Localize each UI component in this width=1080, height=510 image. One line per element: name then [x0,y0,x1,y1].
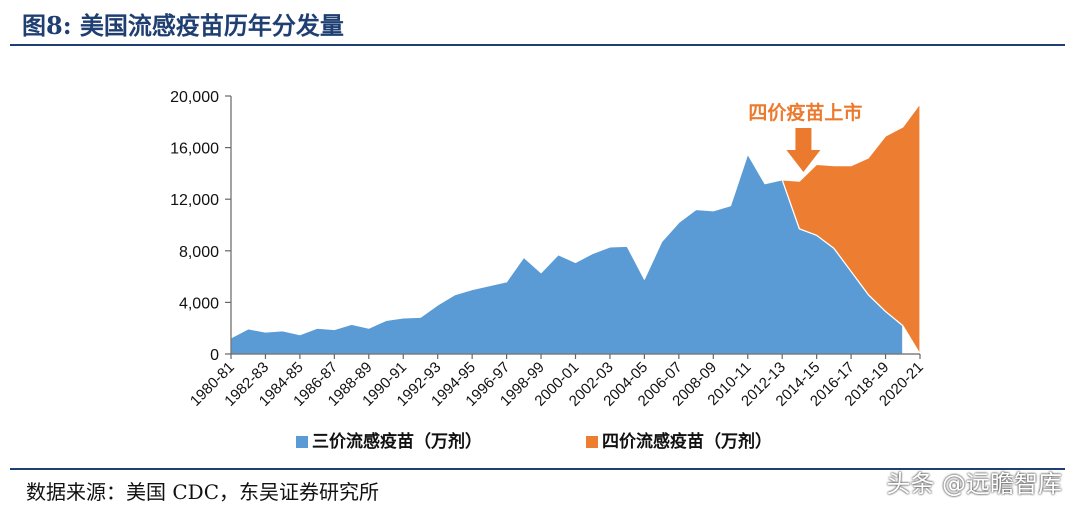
title-divider [10,44,1065,46]
y-tick-label: 12,000 [170,192,219,209]
legend-label-1: 三价流感疫苗（万剂） [312,431,482,452]
footer-divider [10,468,1065,470]
y-tick-label: 4,000 [179,295,219,312]
legend-swatch-1 [296,436,308,448]
watermark: 头条 @远瞻智库 [886,470,1062,498]
data-source-note: 数据来源：美国 CDC，东吴证券研究所 [26,480,379,504]
annotation-arrow [786,128,821,172]
legend-label-2: 四价流感疫苗（万剂） [602,431,772,452]
y-tick-label: 8,000 [179,244,219,261]
plot-area [230,103,921,355]
figure-title: 图8: 美国流感疫苗历年分发量 [22,11,344,40]
annotation-label: 四价疫苗上市 [748,101,862,124]
y-tick-label: 16,000 [170,141,219,158]
y-tick-label: 20,000 [170,89,219,106]
series-area-2 [781,103,921,355]
annotation: 四价疫苗上市 [748,101,862,172]
legend-swatch-2 [586,436,598,448]
legend: 三价流感疫苗（万剂） 四价流感疫苗（万剂） [296,431,772,452]
y-tick-label: 0 [210,347,219,364]
vaccine-distribution-chart: 04,0008,00012,00016,00020,0001980-811982… [170,89,927,452]
